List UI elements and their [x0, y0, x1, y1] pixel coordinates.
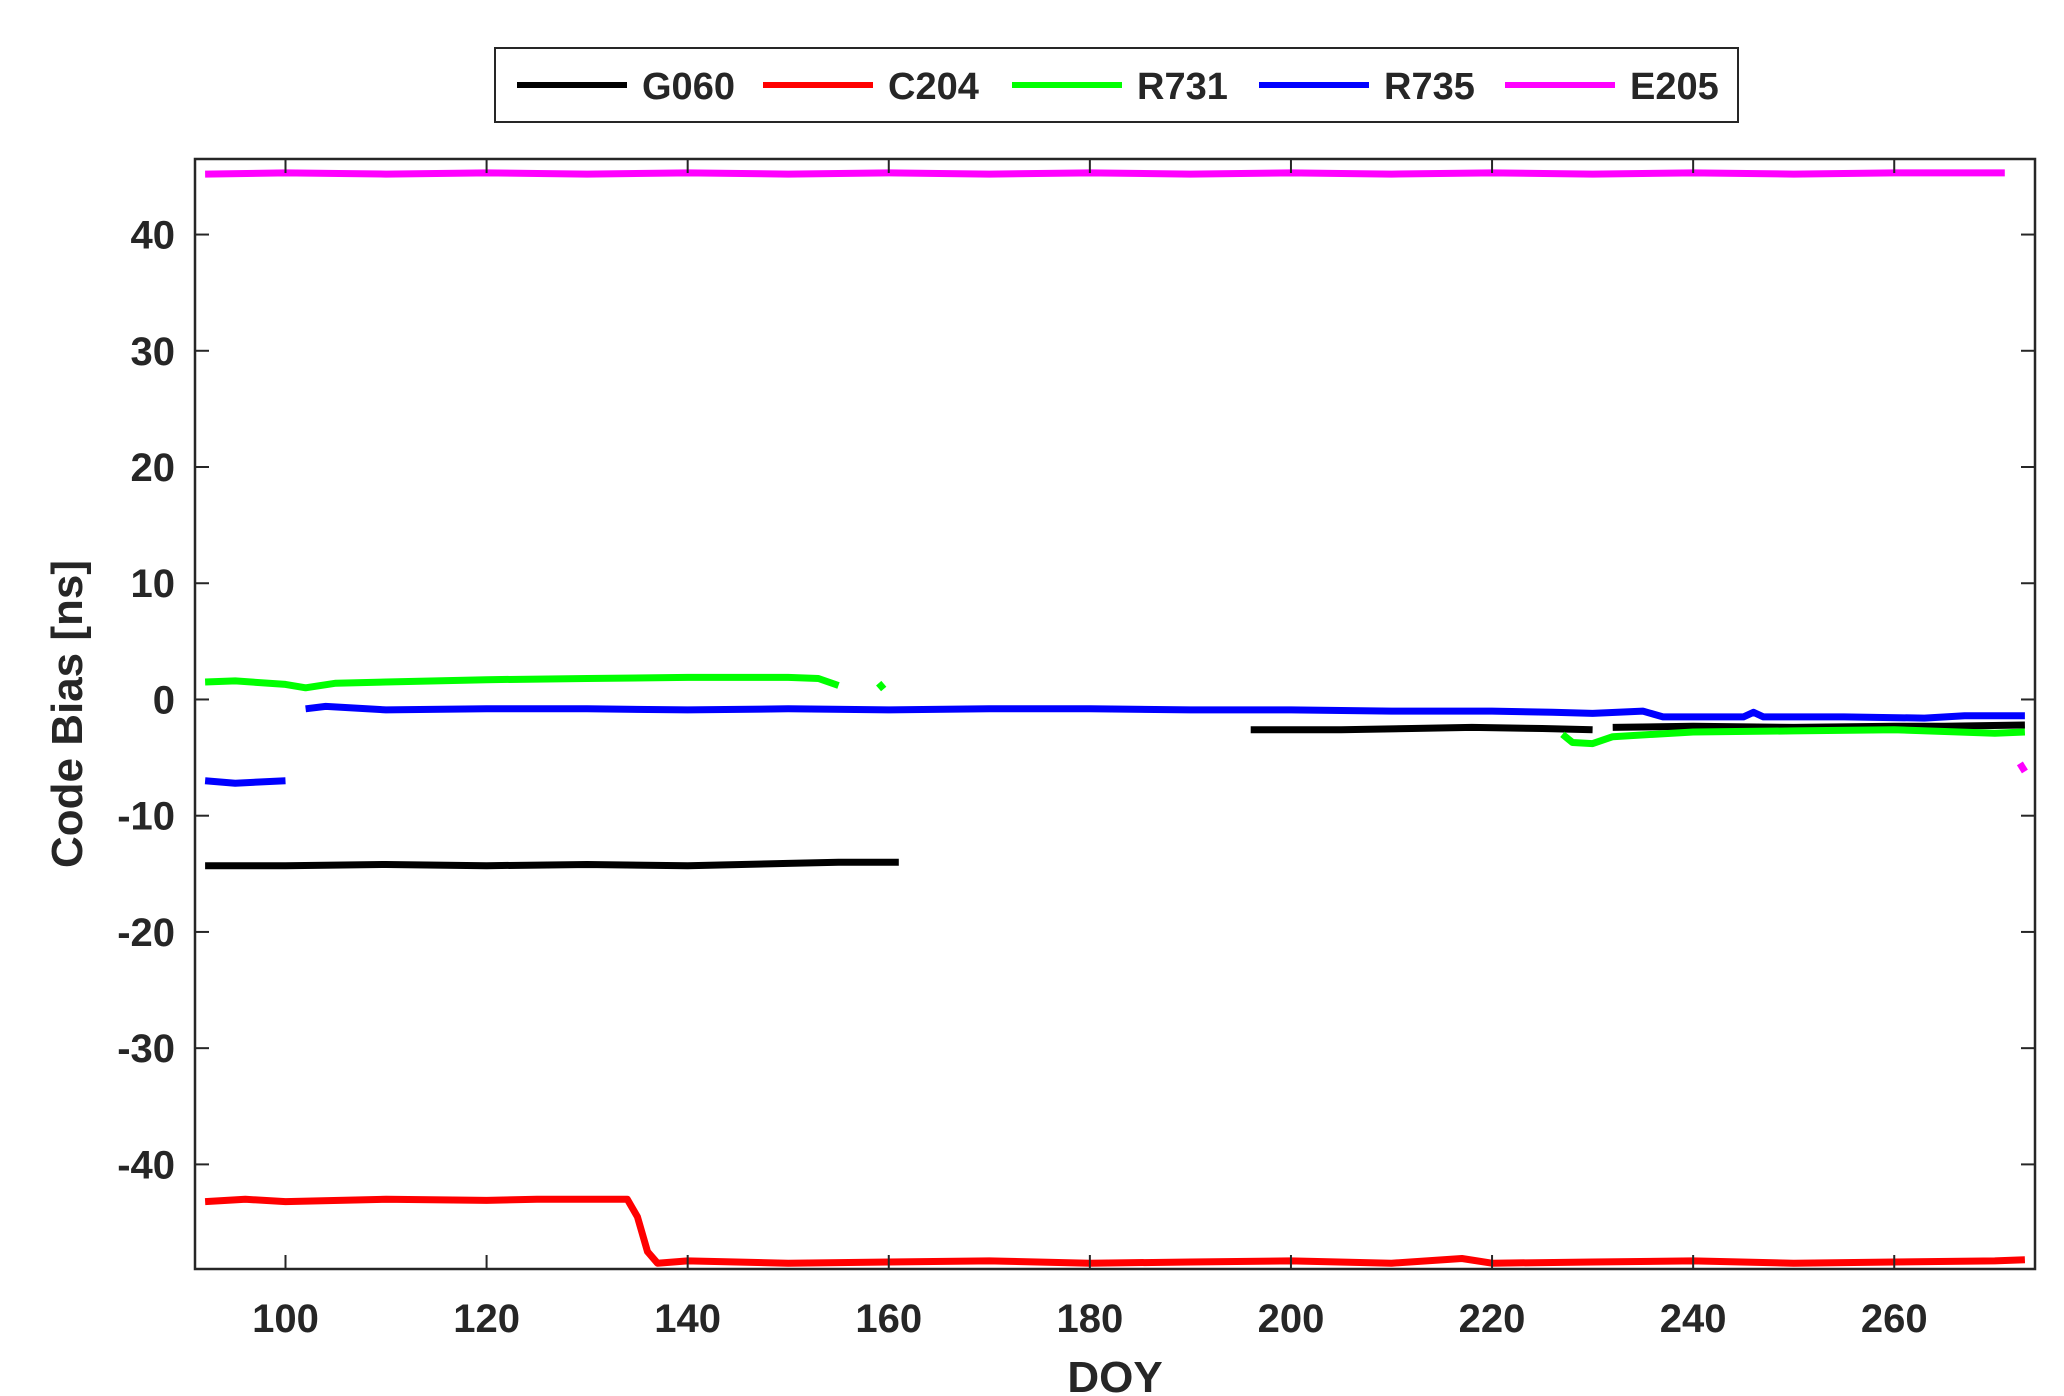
legend-label-r735: R735	[1384, 66, 1475, 108]
series-line-g060	[1612, 721, 2025, 731]
x-tick-label: 100	[252, 1297, 319, 1341]
x-tick-label: 260	[1861, 1297, 1928, 1341]
x-tick-label: 140	[654, 1297, 721, 1341]
legend-label-e205: E205	[1630, 66, 1719, 108]
legend: G060 C204 R731 R735 E205	[494, 47, 1739, 123]
series-line-r731	[1560, 726, 2026, 748]
series-line-e205	[2016, 761, 2028, 774]
x-axis-label: DOY	[1067, 1353, 1162, 1396]
series-line-r731	[204, 673, 840, 692]
y-tick-label: -40	[117, 1143, 175, 1187]
series-line-g060	[1250, 723, 1593, 734]
y-tick-label: 20	[131, 446, 176, 490]
series-line-r735	[204, 777, 286, 787]
x-tick-label: 200	[1258, 1297, 1325, 1341]
legend-label-c204: C204	[888, 66, 979, 108]
y-tick-label: -10	[117, 795, 175, 839]
x-tick-label: 240	[1660, 1297, 1727, 1341]
legend-label-g060: G060	[642, 66, 735, 108]
y-tick-label: 40	[131, 214, 176, 258]
plot-frame	[193, 157, 2037, 1271]
y-tick-label: -30	[117, 1027, 175, 1071]
y-tick-label: 10	[131, 562, 176, 606]
x-tick-label: 220	[1459, 1297, 1526, 1341]
x-tick-label: 120	[453, 1297, 520, 1341]
ticks-layer: 100 120 140 160 180 200 220 240 260 -40 -30 -20 -10 0…	[117, 159, 2035, 1341]
y-tick-label: 30	[131, 330, 176, 374]
legend-label-r731: R731	[1137, 66, 1228, 108]
series-line-r731	[876, 680, 887, 692]
y-tick-label: 0	[153, 678, 175, 722]
series-line-g060	[205, 858, 899, 870]
x-tick-label: 180	[1056, 1297, 1123, 1341]
x-tick-label: 160	[855, 1297, 922, 1341]
series-line-r735	[305, 702, 2025, 722]
y-axis-label: Code Bias [ns]	[43, 560, 92, 868]
y-tick-label: -20	[117, 911, 175, 955]
series-line-e205	[205, 169, 2005, 178]
